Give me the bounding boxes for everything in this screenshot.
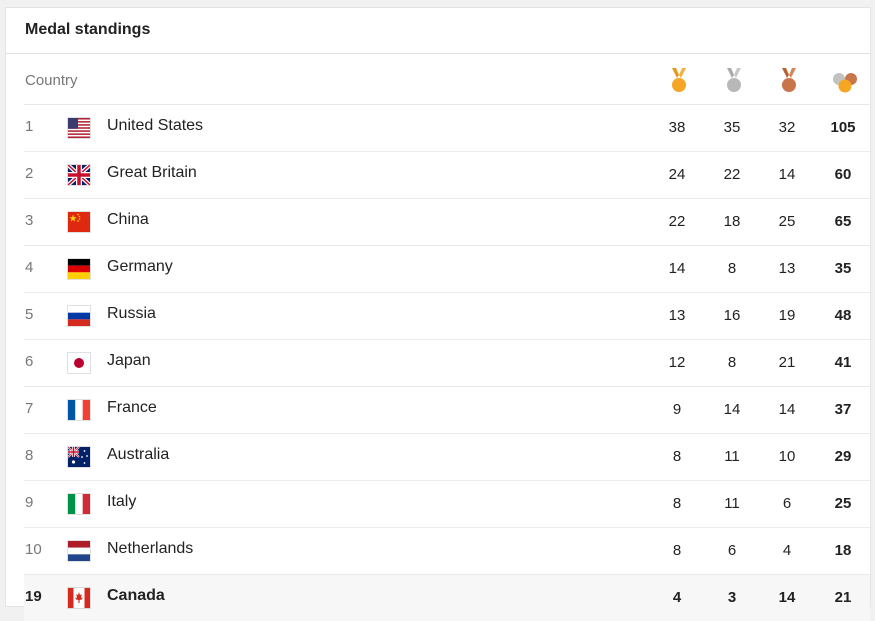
ru-flag-icon: [68, 306, 90, 326]
table-row[interactable]: 3 China 22 18 25 65: [24, 199, 870, 246]
silver-count: 11: [724, 448, 740, 465]
rank: 7: [25, 400, 34, 417]
silver-count: 18: [723, 213, 741, 230]
table-row[interactable]: 4 Germany 14 8 13 35: [24, 246, 870, 293]
medal-table: 1 United States 38 35 32 105: [24, 105, 870, 621]
country-name: United States: [107, 117, 204, 134]
total-count: 41: [834, 354, 852, 371]
silver-count: 6: [727, 542, 737, 559]
table-header: Country: [24, 54, 870, 105]
bronze-count: 32: [778, 119, 796, 136]
country-name: France: [107, 399, 157, 416]
total-count: 48: [834, 307, 852, 324]
table-row[interactable]: 10 Netherlands 8 6 4 18: [24, 528, 870, 575]
de-flag-icon: [68, 259, 90, 279]
total-count: 37: [834, 401, 852, 418]
table-row[interactable]: 5 Russia 13 16 19 48: [24, 293, 870, 340]
bronze-count: 21: [778, 354, 796, 371]
rank: 2: [25, 165, 34, 182]
medal-standings-card: Medal standings Country: [6, 8, 870, 621]
table-row-highlighted[interactable]: 19 Canada 4 3 14 21: [24, 575, 870, 621]
gold-count: 8: [672, 542, 682, 559]
jp-flag-icon: [68, 353, 90, 373]
gb-flag-icon: [68, 165, 90, 185]
country-name: Italy: [107, 493, 137, 510]
country-column-header: Country: [25, 72, 78, 89]
silver-count: 35: [723, 119, 741, 136]
gold-count: 24: [668, 166, 686, 183]
table-row[interactable]: 1 United States 38 35 32 105: [24, 105, 870, 152]
total-medals-icon: [830, 66, 860, 96]
country-name: Canada: [107, 587, 165, 604]
ca-flag-icon: [68, 588, 90, 608]
gold-count: 38: [668, 119, 686, 136]
total-count: 105: [830, 119, 856, 136]
country-name: Australia: [107, 446, 170, 463]
rank: 8: [25, 447, 34, 464]
bronze-count: 14: [778, 401, 796, 418]
fr-flag-icon: [68, 400, 90, 420]
gold-medal-icon: [664, 66, 694, 96]
total-count: 35: [834, 260, 852, 277]
it-flag-icon: [68, 494, 90, 514]
us-flag-icon: [68, 118, 90, 138]
table-row[interactable]: 8 Australia 8 11 10 29: [24, 434, 870, 481]
cn-flag-icon: [68, 212, 90, 232]
gold-count: 14: [668, 260, 686, 277]
rank: 9: [25, 494, 34, 511]
bronze-medal-icon: [774, 66, 804, 96]
total-count: 21: [834, 589, 852, 606]
au-flag-icon: [68, 447, 90, 467]
rank: 10: [25, 541, 42, 558]
total-count: 65: [834, 213, 852, 230]
bronze-count: 6: [782, 495, 792, 512]
total-count: 18: [834, 542, 852, 559]
total-count: 60: [834, 166, 852, 183]
silver-count: 14: [723, 401, 741, 418]
country-name: Germany: [107, 258, 173, 275]
silver-count: 11: [724, 495, 740, 512]
silver-count: 16: [723, 307, 741, 324]
gold-count: 9: [672, 401, 682, 418]
rank: 19: [25, 588, 42, 605]
silver-count: 3: [727, 589, 737, 606]
table-row[interactable]: 6 Japan 12 8 21 41: [24, 340, 870, 387]
total-count: 25: [834, 495, 852, 512]
rank: 4: [25, 259, 34, 276]
rank: 3: [25, 212, 34, 229]
rank: 1: [25, 118, 34, 135]
bronze-count: 19: [778, 307, 796, 324]
rank: 6: [25, 353, 34, 370]
gold-count: 8: [672, 448, 682, 465]
country-name: China: [107, 211, 149, 228]
silver-medal-icon: [719, 66, 749, 96]
bronze-count: 25: [778, 213, 796, 230]
gold-count: 22: [668, 213, 686, 230]
nl-flag-icon: [68, 541, 90, 561]
table-row[interactable]: 9 Italy 8 11 6 25: [24, 481, 870, 528]
country-name: Japan: [107, 352, 151, 369]
bronze-count: 14: [778, 589, 796, 606]
gold-count: 13: [668, 307, 686, 324]
silver-count: 8: [727, 354, 737, 371]
total-count: 29: [834, 448, 852, 465]
gold-count: 4: [672, 589, 682, 606]
gold-count: 12: [668, 354, 686, 371]
silver-count: 22: [723, 166, 741, 183]
gold-count: 8: [672, 495, 682, 512]
silver-count: 8: [727, 260, 737, 277]
country-name: Great Britain: [107, 164, 197, 181]
country-name: Netherlands: [107, 540, 194, 557]
table-row[interactable]: 2 Great Britain 24 22 14 60: [24, 152, 870, 199]
bronze-count: 4: [782, 542, 792, 559]
bronze-count: 14: [778, 166, 796, 183]
country-name: Russia: [107, 305, 156, 322]
bronze-count: 10: [778, 448, 796, 465]
table-row[interactable]: 7 France 9 14 14 37: [24, 387, 870, 434]
card-title: Medal standings: [6, 8, 870, 54]
bronze-count: 13: [778, 260, 796, 277]
rank: 5: [25, 306, 34, 323]
